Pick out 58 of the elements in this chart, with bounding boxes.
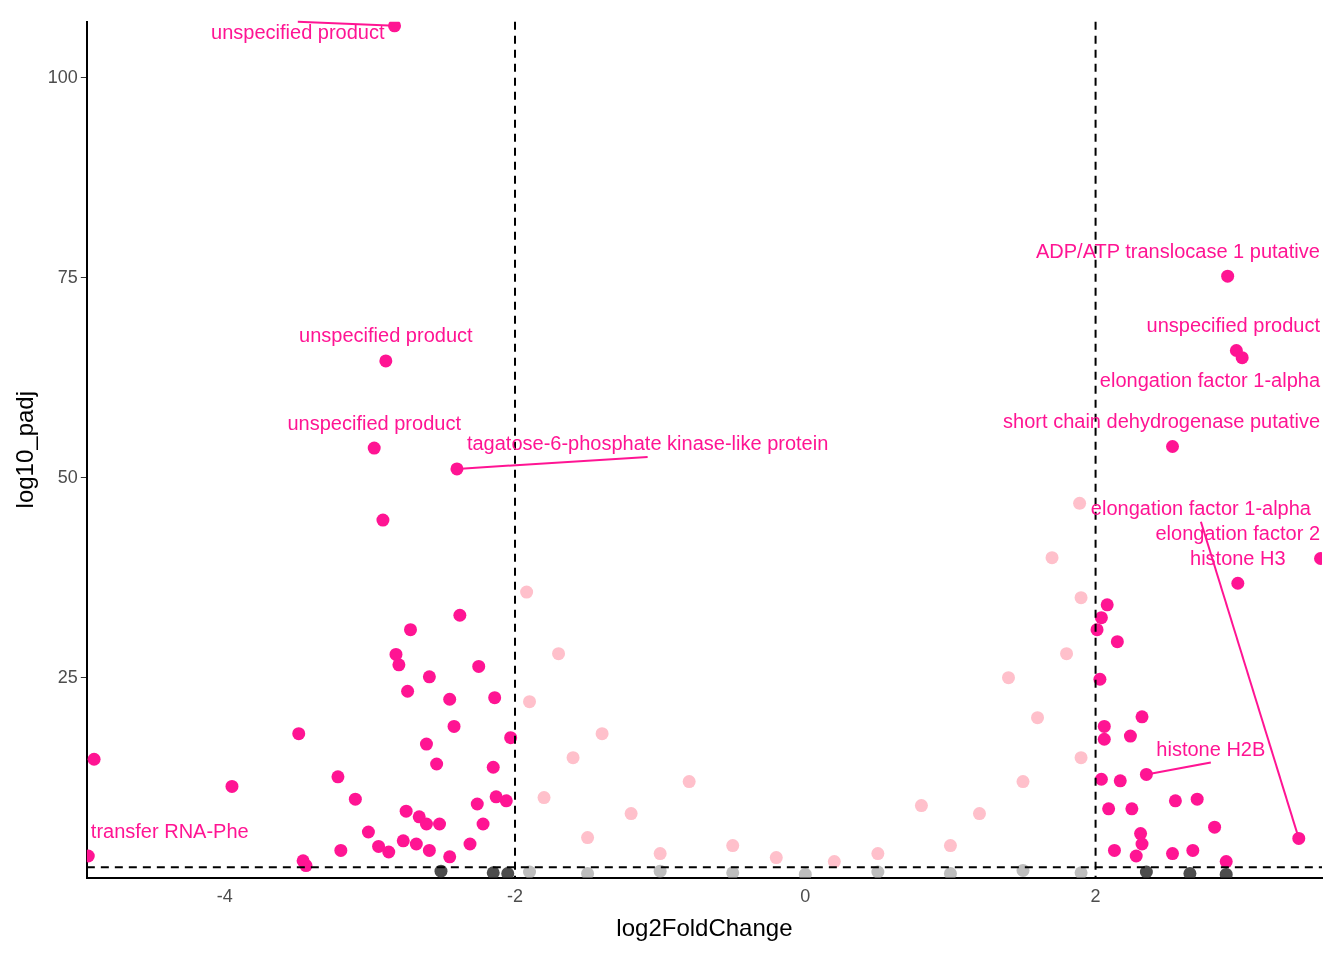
point bbox=[501, 867, 515, 878]
annotation: unspecified product bbox=[299, 324, 473, 347]
point bbox=[1016, 863, 1030, 877]
point bbox=[537, 791, 551, 805]
point bbox=[769, 851, 783, 865]
point bbox=[653, 864, 667, 878]
point bbox=[1031, 711, 1045, 725]
point bbox=[552, 647, 566, 661]
point bbox=[595, 727, 609, 741]
x-tick-label: 0 bbox=[800, 886, 811, 907]
x-axis-title: log2FoldChange bbox=[616, 914, 793, 942]
point bbox=[1219, 867, 1233, 878]
x-tick-label: -4 bbox=[216, 886, 233, 907]
point bbox=[523, 865, 537, 878]
y-axis-title: log10_padj bbox=[11, 390, 39, 509]
point bbox=[581, 831, 595, 845]
point bbox=[726, 839, 740, 853]
point bbox=[1074, 591, 1088, 605]
point bbox=[624, 807, 638, 821]
annotation: elongation factor 1-alpha bbox=[1090, 497, 1312, 520]
point bbox=[566, 751, 580, 765]
x-tick-label: 2 bbox=[1090, 886, 1101, 907]
y-tick-label: 50 bbox=[57, 466, 78, 487]
point bbox=[1073, 496, 1087, 510]
annotation: unspecified product bbox=[1146, 314, 1321, 337]
point bbox=[1060, 647, 1074, 661]
y-tick-label: 25 bbox=[57, 666, 78, 687]
point bbox=[1074, 866, 1088, 878]
point bbox=[1045, 551, 1059, 565]
annotation: unspecified product bbox=[287, 411, 462, 434]
y-tick-label: 75 bbox=[57, 266, 78, 287]
point bbox=[943, 867, 957, 878]
point bbox=[943, 839, 957, 853]
annotation: elongation factor 1-alpha bbox=[1099, 369, 1321, 392]
point bbox=[1016, 775, 1030, 789]
point bbox=[1183, 867, 1197, 878]
y-tick-label: 100 bbox=[47, 66, 78, 87]
point bbox=[726, 866, 740, 878]
point bbox=[972, 807, 986, 821]
annotation: histone H2B bbox=[1156, 737, 1266, 760]
point bbox=[1001, 671, 1015, 685]
point bbox=[1139, 865, 1153, 878]
point bbox=[653, 847, 667, 861]
annotation: ADP/ATP translocase 1 putative bbox=[1035, 239, 1320, 262]
point bbox=[523, 695, 537, 709]
x-tick-label: -2 bbox=[507, 886, 524, 907]
point bbox=[871, 847, 885, 861]
annotation: short chain dehydrogenase putative bbox=[1003, 410, 1320, 433]
point bbox=[520, 585, 534, 599]
annotation: transfer RNA-Phe bbox=[90, 819, 249, 842]
point bbox=[798, 867, 812, 878]
point bbox=[581, 867, 595, 878]
annotation: unspecified product bbox=[211, 21, 385, 44]
annotation: tagatose-6-phosphate kinase-like protein bbox=[466, 432, 829, 455]
point bbox=[682, 775, 696, 789]
point bbox=[486, 866, 500, 878]
point bbox=[1074, 751, 1088, 765]
point bbox=[914, 799, 928, 813]
